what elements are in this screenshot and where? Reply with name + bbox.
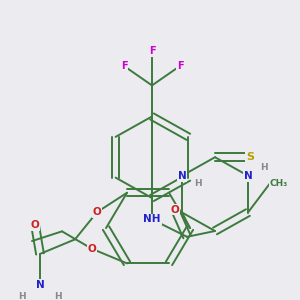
Text: CH₃: CH₃ (270, 179, 288, 188)
Text: H: H (54, 292, 62, 300)
Text: F: F (149, 46, 155, 56)
Text: F: F (121, 61, 127, 71)
Text: H: H (260, 164, 268, 172)
Text: F: F (177, 61, 183, 71)
Text: N: N (244, 171, 252, 181)
Text: O: O (93, 207, 101, 217)
Text: N: N (36, 280, 44, 290)
Text: S: S (246, 152, 254, 162)
Text: NH: NH (143, 214, 161, 224)
Text: H: H (194, 179, 202, 188)
Text: N: N (178, 171, 187, 181)
Text: H: H (18, 292, 26, 300)
Text: O: O (31, 220, 39, 230)
Text: O: O (88, 244, 96, 254)
Text: O: O (171, 205, 179, 214)
